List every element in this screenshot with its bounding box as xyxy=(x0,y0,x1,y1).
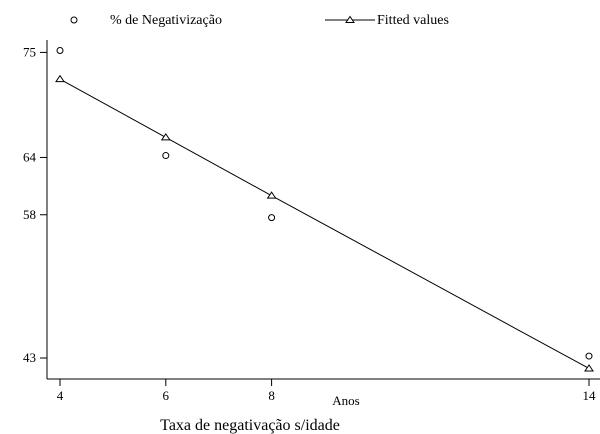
y-tick-label: 58 xyxy=(23,207,36,222)
chart-caption: Taxa de negativação s/idade xyxy=(160,417,340,434)
observed-point xyxy=(162,152,170,160)
observed-point xyxy=(268,214,276,222)
y-tick-label: 75 xyxy=(23,44,36,59)
fitted-point xyxy=(266,191,277,199)
legend-entry-fitted: Fitted values xyxy=(325,13,449,28)
y-tick-label: 64 xyxy=(23,149,37,164)
data-points xyxy=(55,47,594,372)
x-ticks: 4 6 8 14 xyxy=(57,379,596,403)
legend-triangle-marker xyxy=(345,15,355,23)
legend-entry-observed: % de Negativização xyxy=(70,13,222,28)
fitted-line xyxy=(59,78,590,369)
x-axis-label: Anos xyxy=(332,393,359,408)
legend-label-fitted: Fitted values xyxy=(377,13,449,28)
y-tick-label: 43 xyxy=(23,350,36,365)
y-ticks: 75 64 58 43 xyxy=(23,44,47,365)
observed-point xyxy=(56,47,64,55)
fitted-values-line xyxy=(59,78,590,369)
fitted-point xyxy=(160,133,171,141)
fitted-point xyxy=(584,364,594,372)
legend-circle-marker xyxy=(70,16,78,24)
x-tick-label: 6 xyxy=(163,388,170,403)
fitted-point xyxy=(55,74,65,83)
x-tick-label: 14 xyxy=(583,388,597,403)
legend: % de Negativização Fitted values xyxy=(70,13,449,28)
observed-point xyxy=(585,352,593,360)
legend-label-observed: % de Negativização xyxy=(110,13,222,28)
x-tick-label: 8 xyxy=(268,388,275,403)
x-tick-label: 4 xyxy=(57,388,64,403)
